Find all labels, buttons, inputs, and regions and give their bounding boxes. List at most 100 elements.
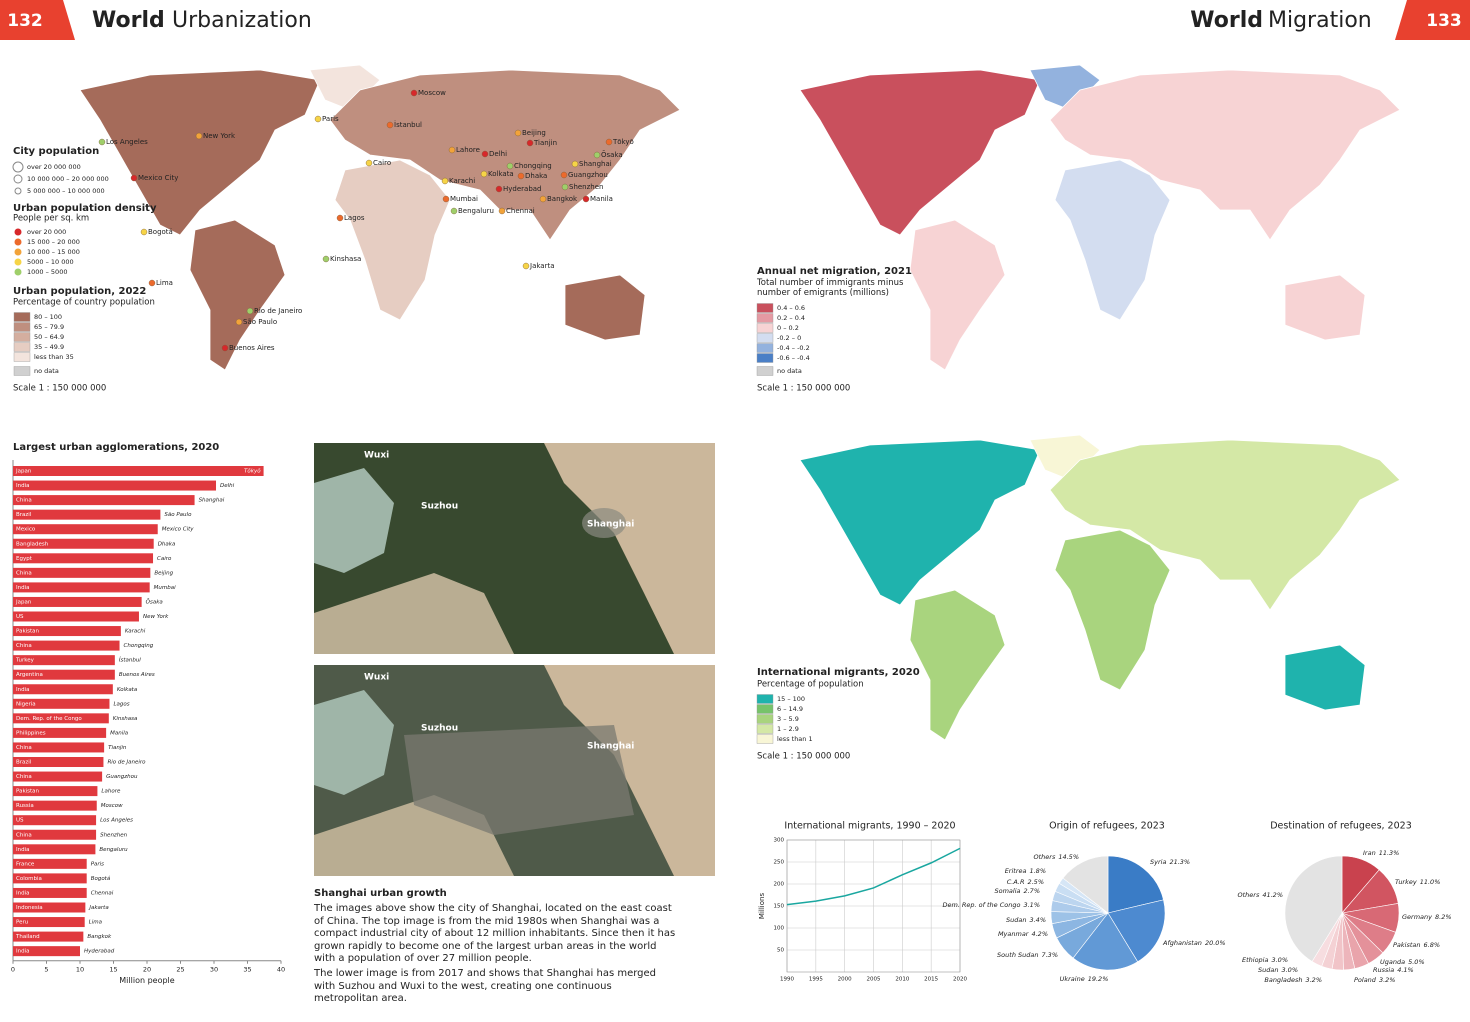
river [314, 573, 514, 654]
y-tick-label: 250 [774, 860, 785, 866]
country-label: Argentina [16, 672, 43, 678]
slice-name: Dem. Rep. of the Congo [942, 901, 1020, 909]
bar [13, 873, 87, 884]
bar [13, 567, 151, 578]
map-region [79, 69, 321, 236]
bar [13, 917, 85, 928]
map-region [1049, 69, 1401, 241]
legend-swatch [756, 366, 774, 376]
slice-value: 3.1% [1023, 901, 1040, 909]
bar [13, 538, 154, 549]
label: Mumbai [450, 195, 478, 203]
legend-swatch [13, 366, 31, 376]
slice-value: 2.7% [1023, 887, 1040, 895]
legend-label: 0.2 – 0.4 [777, 314, 805, 322]
city-dot [322, 255, 330, 263]
label: Dhaka [525, 172, 547, 180]
city-label: Kinshasa [113, 716, 138, 722]
map-region [909, 219, 1006, 371]
label: Paris [322, 115, 339, 123]
legend-symbol [14, 248, 22, 256]
label: Bogotá [148, 228, 173, 236]
bar [13, 858, 87, 869]
city-label: São Paulo [164, 512, 192, 518]
city-label: Shanghai [199, 498, 225, 504]
label: Buenos Aires [229, 344, 275, 352]
legend-subtitle: People per sq. km [13, 214, 89, 224]
scale: Scale 1 : 150 000 000 [757, 384, 850, 394]
plot-frame [786, 839, 961, 973]
legend-symbol [13, 174, 23, 184]
slice-label: Sudan 3.4% [1006, 916, 1046, 924]
slice-value: 14.5% [1058, 853, 1079, 861]
slice-name: Others [1238, 891, 1260, 899]
city-dot [522, 262, 530, 270]
city-label: Jakarta [88, 905, 109, 911]
y-tick-label: 200 [774, 882, 785, 888]
chart-title: Largest urban agglomerations, 2020 [13, 442, 219, 453]
pie-slice [1072, 912, 1139, 971]
legend-swatch [756, 323, 774, 333]
legend-label: 35 – 49.9 [34, 343, 64, 351]
bar [13, 946, 80, 957]
x-tick-label: 40 [277, 966, 285, 974]
slice-label: Somalia 2.7% [994, 887, 1040, 895]
legend-swatch [756, 714, 774, 724]
legend-swatch [756, 303, 774, 313]
legend-label: 15 – 100 [777, 695, 805, 703]
legend-swatch [13, 322, 31, 332]
paragraph: The images above show the city of Shangh… [314, 903, 676, 965]
label: Beijing [522, 129, 546, 137]
city-label: Mexico City [162, 527, 195, 533]
slice-value: 3.2% [1379, 976, 1396, 984]
map-region [564, 274, 646, 341]
urban-area [582, 508, 626, 538]
x-tick-label: 15 [109, 966, 117, 974]
y-tick-label: 300 [774, 838, 785, 844]
city-dot [514, 129, 522, 137]
city-label: Guangzhou [106, 774, 138, 780]
slice-name: Ukraine [1060, 975, 1085, 983]
legend-label: 65 – 79.9 [34, 323, 64, 331]
bar [13, 611, 139, 622]
country-label: India [16, 890, 30, 896]
country-label: China [16, 498, 32, 504]
label: Shenzhen [569, 183, 603, 191]
slice-name: Somalia [994, 887, 1020, 895]
label: Hyderabad [503, 185, 542, 193]
city-label: Manila [110, 730, 129, 736]
city-label: Rio de Janeiro [107, 760, 146, 766]
image-label: Wuxi [364, 673, 389, 683]
chart-title: Origin of refugees, 2023 [1049, 821, 1165, 832]
country-label: China [16, 643, 32, 649]
page-tab [0, 0, 75, 40]
slice-label: Dem. Rep. of the Congo 3.1% [942, 901, 1040, 909]
bar [13, 684, 113, 695]
image-label: Wuxi [364, 451, 389, 461]
slice-label: C.A.R 2.5% [1007, 878, 1044, 886]
slice-name: Eritrea [1005, 867, 1027, 875]
slice-label: Sudan 3.0% [1258, 966, 1298, 974]
label: Bengaluru [458, 207, 494, 215]
x-axis-label: Million people [119, 976, 174, 985]
legend-label: 3 – 5.9 [777, 715, 799, 723]
legend-label: -0.2 – 0 [777, 334, 801, 342]
legend-label: 6 – 14.9 [777, 705, 803, 713]
slice-name: Myanmar [998, 930, 1030, 938]
country-label: Japan [15, 469, 32, 475]
country-label: Peru [16, 920, 28, 926]
legend-swatch [756, 353, 774, 363]
x-tick-label: 35 [243, 966, 251, 974]
legend-title: International migrants, 2020 [757, 667, 920, 678]
label: Lima [156, 279, 173, 287]
page-title: Urbanization [172, 8, 312, 33]
map [799, 434, 1401, 741]
slice-value: 8.2% [1435, 913, 1452, 921]
legend-label: 10 000 – 15 000 [27, 248, 80, 256]
city-label: Dhaka [158, 541, 176, 547]
slice-label: Bangladesh 3.2% [1264, 976, 1322, 984]
city-dot [593, 151, 601, 159]
bar [13, 640, 120, 651]
map-region [1284, 644, 1366, 711]
legend-symbol [14, 228, 22, 236]
